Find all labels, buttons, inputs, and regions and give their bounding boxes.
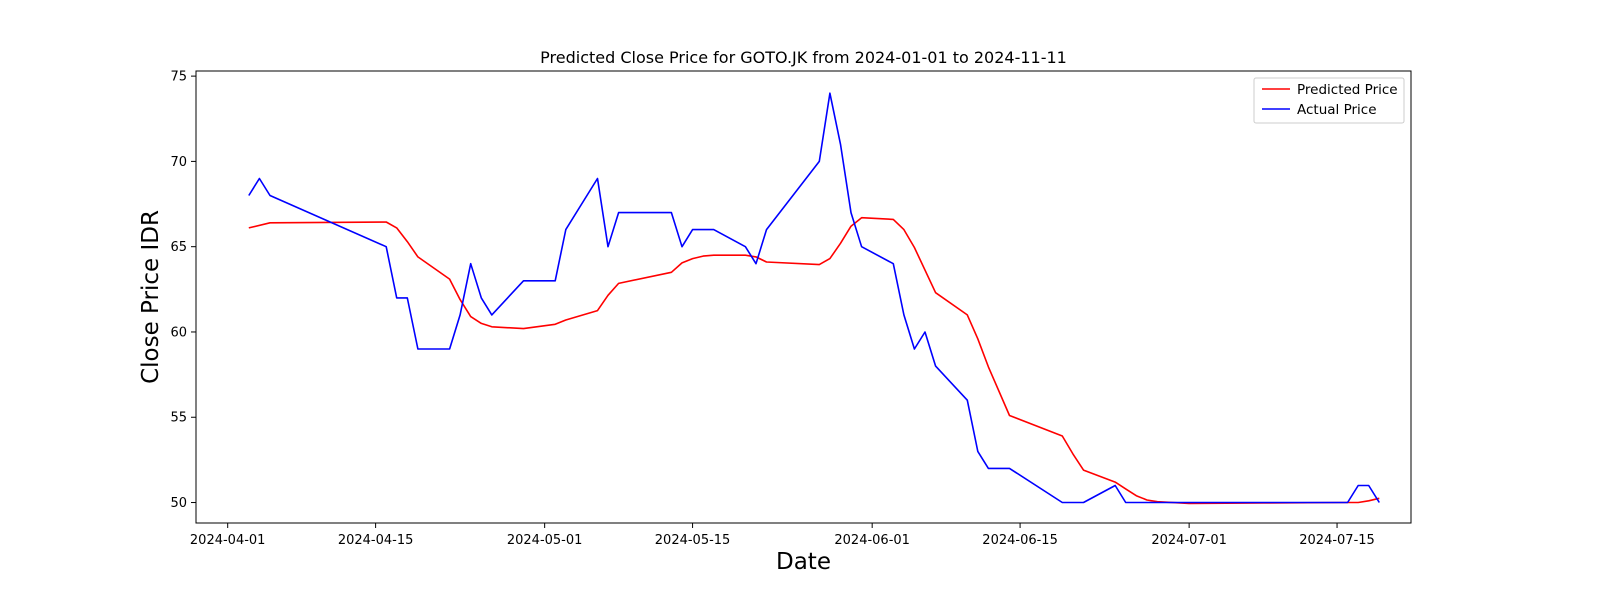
axes-frame [195, 70, 1412, 524]
legend-frame [1253, 77, 1405, 124]
y-axis: 50 55 60 65 70 75 [170, 70, 196, 511]
x-tick-label: 2024-04-01 [190, 533, 266, 548]
legend-label-predicted-price: Predicted Price [1297, 82, 1398, 98]
series-line-actual-price [248, 92, 1380, 504]
x-tick-label: 2024-07-15 [1299, 533, 1375, 548]
x-tick-label: 2024-05-15 [655, 533, 731, 548]
y-axis-label: Close Price IDR [138, 210, 164, 384]
x-tick-label: 2024-05-01 [507, 533, 583, 548]
x-axis-label: Date [776, 549, 831, 575]
x-tick-label: 2024-07-01 [1151, 533, 1227, 548]
y-tick-label: 60 [170, 325, 187, 340]
x-tick-label: 2024-04-15 [338, 533, 414, 548]
x-tick-label: 2024-06-01 [834, 533, 910, 548]
y-tick-label: 70 [170, 155, 187, 170]
series-layer [248, 92, 1380, 505]
series-line-predicted-price [248, 216, 1380, 505]
legend-label-actual-price: Actual Price [1297, 102, 1377, 118]
chart-title: Predicted Close Price for GOTO.JK from 2… [540, 48, 1067, 67]
y-tick-label: 75 [170, 70, 187, 85]
y-tick-label: 55 [170, 411, 187, 426]
plot-area [195, 70, 1412, 524]
x-axis: 2024-04-01 2024-04-15 2024-05-01 2024-05-15… [190, 523, 1375, 548]
x-tick-label: 2024-06-15 [982, 533, 1058, 548]
y-tick-label: 50 [170, 496, 187, 511]
y-tick-label: 65 [170, 240, 187, 255]
legend: Predicted Price Actual Price [1253, 77, 1405, 124]
